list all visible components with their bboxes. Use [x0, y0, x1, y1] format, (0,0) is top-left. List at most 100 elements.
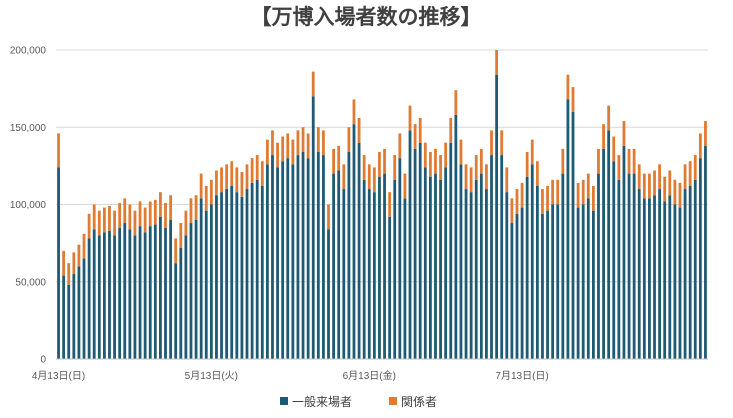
- bar-general: [102, 232, 106, 359]
- bar-general: [378, 176, 381, 359]
- bar-staff: [118, 202, 122, 228]
- bar-general: [418, 142, 422, 359]
- bar-staff: [688, 161, 692, 186]
- bar-staff: [184, 210, 188, 236]
- bar-general: [469, 192, 473, 359]
- bar-general: [449, 142, 453, 359]
- bar-general: [82, 258, 86, 359]
- bar-general: [367, 189, 371, 359]
- x-tick-label: 7月13日(日): [495, 370, 548, 382]
- bar-general: [515, 213, 519, 359]
- bar-staff: [632, 148, 636, 174]
- bar-staff: [515, 189, 519, 214]
- bar-general: [220, 192, 223, 359]
- bar-general: [250, 182, 254, 359]
- bar-staff: [576, 182, 580, 208]
- bar-general: [591, 210, 595, 359]
- bar-staff: [342, 164, 346, 190]
- bar-staff: [546, 185, 549, 211]
- bar-staff: [113, 210, 116, 236]
- bar-staff: [260, 161, 264, 186]
- bar-general: [62, 275, 66, 359]
- bar-staff: [265, 139, 269, 165]
- bar-general: [347, 151, 351, 359]
- bar-general: [164, 227, 167, 359]
- bar-staff: [663, 176, 667, 202]
- bar-general: [586, 198, 590, 359]
- bar-staff: [479, 148, 483, 174]
- bar-general: [632, 173, 636, 359]
- bar-general: [352, 124, 356, 359]
- bar-general: [642, 198, 646, 359]
- bar-general: [704, 145, 707, 359]
- bar-staff: [215, 170, 218, 196]
- bar-general: [459, 164, 463, 359]
- legend: 一般来場者 関係者: [280, 394, 437, 409]
- bar-staff: [434, 148, 437, 174]
- bar-staff: [591, 185, 595, 211]
- bar-general: [260, 185, 264, 359]
- legend-swatch-staff: [389, 397, 397, 405]
- bar-staff: [586, 173, 590, 199]
- bar-general: [72, 274, 76, 359]
- bar-staff: [57, 133, 60, 168]
- legend-label-staff: 関係者: [401, 395, 437, 409]
- bar-general: [108, 230, 111, 359]
- bar-staff: [153, 199, 157, 225]
- bar-general: [485, 189, 488, 359]
- bar-general: [627, 173, 631, 359]
- bar-staff: [245, 164, 249, 190]
- bar-staff: [102, 207, 106, 233]
- bar-staff: [413, 124, 417, 149]
- bar-staff: [642, 173, 646, 199]
- bar-staff: [571, 87, 575, 112]
- bar-staff: [255, 155, 259, 180]
- bar-staff: [561, 148, 565, 174]
- bar-staff: [179, 223, 183, 248]
- bar-general: [143, 232, 147, 359]
- bar-general: [225, 189, 229, 359]
- bar-staff: [133, 210, 137, 236]
- bar-general: [597, 173, 600, 359]
- legend-label-general: 一般来場者: [292, 394, 352, 409]
- bar-general: [169, 219, 173, 359]
- bar-staff: [693, 155, 697, 180]
- bar-staff: [378, 151, 381, 177]
- bar-general: [301, 151, 305, 359]
- legend-swatch-general: [280, 397, 288, 405]
- bar-general: [535, 185, 539, 359]
- bar-general: [505, 192, 509, 359]
- bar-general: [230, 185, 234, 359]
- bar-staff: [607, 105, 611, 131]
- bar-staff: [72, 252, 76, 275]
- bars: [57, 50, 707, 359]
- bar-general: [316, 151, 320, 359]
- bar-general: [546, 210, 549, 359]
- bar-staff: [469, 167, 473, 193]
- bar-general: [240, 196, 244, 359]
- bar-general: [362, 179, 366, 359]
- bar-staff: [648, 173, 651, 199]
- bar-staff: [296, 130, 300, 156]
- bar-general: [194, 219, 198, 359]
- bar-staff: [220, 167, 223, 193]
- bar-general: [551, 204, 555, 359]
- bar-general: [113, 235, 116, 359]
- bar-staff: [444, 142, 448, 168]
- bar-staff: [423, 142, 427, 168]
- bar-general: [688, 185, 692, 359]
- bar-general: [500, 155, 504, 359]
- bar-staff: [367, 164, 371, 190]
- bar-staff: [204, 185, 208, 211]
- bar-staff: [62, 250, 66, 276]
- bar-staff: [520, 182, 524, 208]
- bar-staff: [209, 179, 213, 205]
- bar-general: [327, 229, 330, 359]
- bar-staff: [541, 189, 544, 214]
- bar-general: [398, 158, 402, 359]
- bar-staff: [337, 145, 341, 171]
- bar-staff: [235, 167, 239, 193]
- bar-general: [428, 176, 432, 359]
- bar-general: [403, 198, 407, 359]
- bar-staff: [383, 148, 386, 174]
